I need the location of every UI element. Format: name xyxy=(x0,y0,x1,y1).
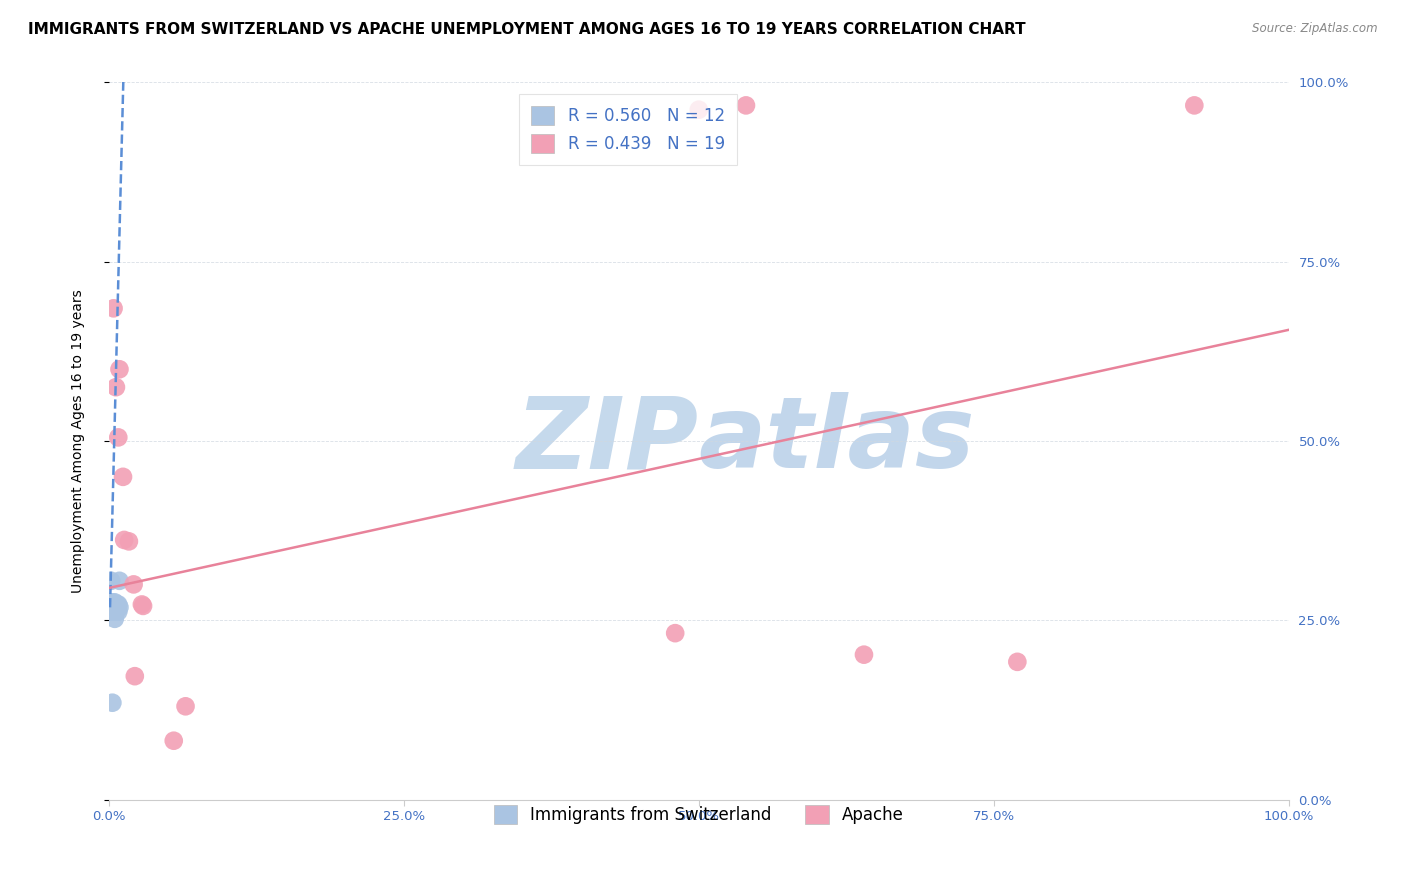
Point xyxy=(107,430,129,444)
Point xyxy=(104,595,127,609)
Point xyxy=(124,669,146,683)
Point xyxy=(105,600,128,615)
Point xyxy=(1182,98,1205,112)
Point xyxy=(108,362,131,376)
Point xyxy=(101,599,124,613)
Legend: Immigrants from Switzerland, Apache: Immigrants from Switzerland, Apache xyxy=(484,795,914,834)
Point xyxy=(664,626,686,640)
Point xyxy=(105,598,128,612)
Point xyxy=(104,600,127,615)
Point xyxy=(104,602,127,616)
Point xyxy=(132,599,155,613)
Point xyxy=(107,598,129,612)
Point xyxy=(104,605,127,619)
Point xyxy=(163,733,186,747)
Point xyxy=(108,574,131,588)
Point xyxy=(735,98,758,112)
Point xyxy=(103,301,125,316)
Point xyxy=(118,534,141,549)
Point xyxy=(688,103,710,117)
Point xyxy=(103,605,125,619)
Point xyxy=(111,470,134,484)
Point xyxy=(105,600,128,615)
Point xyxy=(101,595,124,609)
Point xyxy=(103,599,125,613)
Point xyxy=(100,574,122,588)
Point xyxy=(1007,655,1029,669)
Point xyxy=(101,696,124,710)
Point xyxy=(174,699,197,714)
Point xyxy=(103,600,125,615)
Point xyxy=(104,605,127,619)
Point xyxy=(108,600,131,615)
Point xyxy=(107,605,129,619)
Point xyxy=(112,533,135,547)
Point xyxy=(100,605,122,619)
Text: ZIP: ZIP xyxy=(516,392,699,490)
Point xyxy=(852,648,875,662)
Point xyxy=(104,612,127,626)
Point xyxy=(122,577,145,591)
Point xyxy=(104,602,127,616)
Point xyxy=(131,598,153,612)
Point xyxy=(104,380,127,394)
Y-axis label: Unemployment Among Ages 16 to 19 years: Unemployment Among Ages 16 to 19 years xyxy=(72,289,86,593)
Text: Source: ZipAtlas.com: Source: ZipAtlas.com xyxy=(1253,22,1378,36)
Text: IMMIGRANTS FROM SWITZERLAND VS APACHE UNEMPLOYMENT AMONG AGES 16 TO 19 YEARS COR: IMMIGRANTS FROM SWITZERLAND VS APACHE UN… xyxy=(28,22,1026,37)
Text: atlas: atlas xyxy=(699,392,976,490)
